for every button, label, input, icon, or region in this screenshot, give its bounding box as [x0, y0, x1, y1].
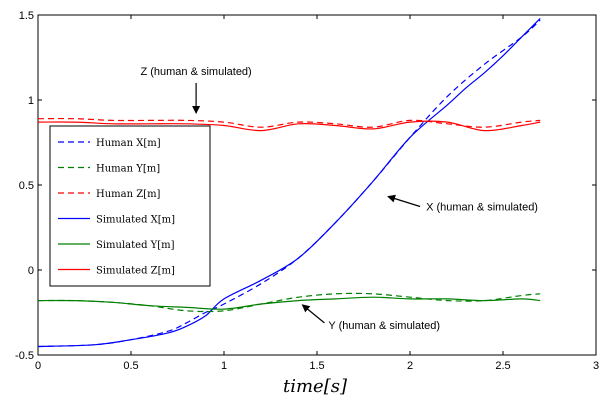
legend-label: Simulated Y[m]: [96, 240, 175, 251]
annotation-label: Z (human & simulated): [140, 66, 251, 78]
legend-label: Simulated X[m]: [96, 215, 175, 226]
series-line-simulated-z-m: [37, 120, 541, 132]
x-axis-label: time[s]: [283, 376, 348, 397]
annotation-label: X (human & simulated): [426, 202, 538, 214]
legend: Human X[m] Human Y[m] Human Z[m] Simulated …: [49, 125, 211, 287]
annotation-arrow: [301, 304, 325, 324]
x-tick-label: 0.5: [123, 360, 138, 372]
annotations-layer: Z (human & simulated) X (human & simulate…: [140, 66, 538, 332]
y-tick-label: -0.5: [15, 350, 34, 362]
x-tick-label: 0: [35, 360, 41, 372]
x-tick-label: 3: [593, 360, 599, 372]
y-tick-label: 1: [28, 95, 34, 107]
legend-box: [49, 125, 211, 287]
annotation-label: Y (human & simulated): [328, 320, 440, 332]
series-line-simulated-y-m: [37, 296, 541, 310]
legend-label: Simulated Z[m]: [96, 266, 175, 277]
ticks-layer: 0 0.5 1 1.5 2 2.5 3-0.500.511.5: [15, 10, 599, 372]
y-tick-label: 0: [28, 265, 34, 277]
annotation-arrow: [387, 194, 421, 208]
series-line-simulated-x-m: [37, 17, 541, 348]
x-tick-label: 1: [221, 360, 227, 372]
y-tick-label: 1.5: [19, 10, 34, 22]
series-layer: [37, 17, 541, 348]
legend-label: Human X[m]: [96, 138, 161, 149]
x-tick-label: 1.5: [309, 360, 324, 372]
series-line-human-x-m: [37, 19, 541, 348]
x-tick-label: 2.5: [495, 360, 510, 372]
x-tick-label: 2: [407, 360, 413, 372]
legend-label: Human Y[m]: [96, 164, 160, 175]
legend-label: Human Z[m]: [96, 189, 161, 200]
y-tick-label: 0.5: [19, 180, 34, 192]
series-line-human-z-m: [37, 117, 541, 128]
